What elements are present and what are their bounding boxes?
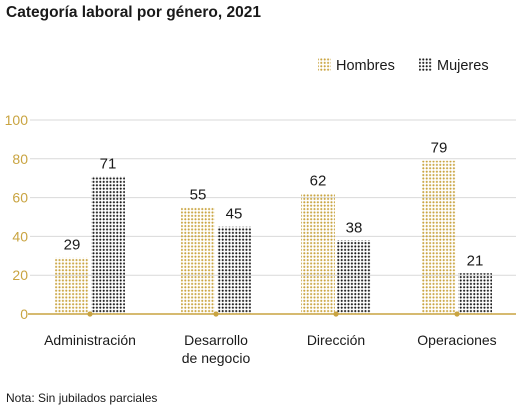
- x-tick-label: Dirección: [307, 332, 365, 348]
- data-labels: 29 71 55 45 62 38 79 21: [64, 140, 484, 270]
- x-tick-label: Administración: [44, 332, 136, 348]
- bar-hombres: [301, 193, 335, 314]
- x-tick-dot: [213, 311, 219, 317]
- legend-swatch-mujeres: [419, 58, 432, 71]
- chart-title: Categoría laboral por género, 2021: [6, 4, 261, 21]
- bar-mujeres: [217, 226, 251, 314]
- data-label-hombres: 29: [64, 237, 81, 254]
- data-label-mujeres: 71: [100, 155, 117, 172]
- bar-mujeres: [91, 176, 125, 314]
- legend: Hombres Mujeres: [318, 58, 489, 74]
- x-tick-label: Desarrollo de negocio: [182, 332, 251, 366]
- y-tick-label: 80: [12, 151, 28, 167]
- data-label-mujeres: 45: [226, 206, 243, 223]
- y-tick-label: 40: [12, 228, 28, 244]
- x-tick-dot: [454, 311, 460, 317]
- y-tick-label: 60: [12, 190, 28, 206]
- footnote: Nota: Sin jubilados parciales: [6, 391, 158, 405]
- data-label-hombres: 55: [190, 186, 207, 203]
- legend-swatch-hombres: [318, 58, 331, 71]
- data-label-hombres: 79: [431, 140, 448, 157]
- x-tick-dot: [333, 311, 339, 317]
- bar-hombres: [55, 257, 89, 314]
- legend-label-mujeres: Mujeres: [437, 58, 489, 74]
- x-tick-dot: [87, 311, 93, 317]
- bar-hombres: [422, 160, 456, 314]
- bars: [55, 160, 492, 314]
- data-label-mujeres: 21: [467, 252, 484, 269]
- bar-mujeres: [458, 273, 492, 314]
- legend-label-hombres: Hombres: [336, 58, 395, 74]
- x-axis: Administración Desarrollo de negocio Direcc…: [28, 311, 516, 366]
- x-tick-label: Operaciones: [417, 332, 496, 348]
- y-tick-label: 20: [12, 267, 28, 283]
- y-tick-label: 0: [20, 306, 28, 322]
- y-tick-label: 100: [5, 112, 29, 128]
- bar-hombres: [181, 207, 215, 314]
- data-label-hombres: 62: [310, 173, 327, 190]
- data-label-mujeres: 38: [346, 219, 363, 236]
- bar-mujeres: [337, 240, 371, 314]
